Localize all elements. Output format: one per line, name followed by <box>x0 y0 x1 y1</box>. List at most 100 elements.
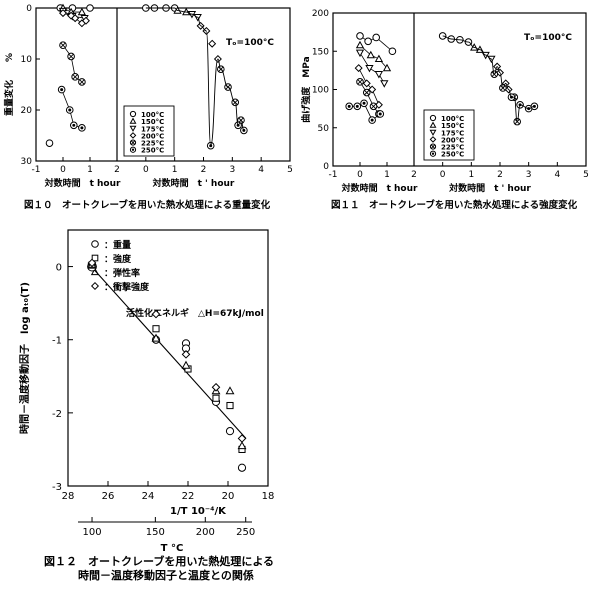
fig10-left-point-0-2 <box>86 4 94 12</box>
fig10-xtick-left-label: -1 <box>32 165 41 175</box>
fig10-left-point-5-0-dot <box>60 88 64 92</box>
fig12-activation-note: 活性化エネルギ △H=67kJ/mol <box>126 307 264 319</box>
fig11-ylabel: 曲げ強度 MPa <box>300 56 312 122</box>
fig12-ylabel: 時間－温度移動因子 log aₜ₀(T) <box>18 282 31 434</box>
fig12-xtick-label: 26 <box>102 491 115 502</box>
fig10-legend-label-0: 100°C <box>141 111 164 119</box>
fig10-left-point-4-1-x2 <box>68 53 74 60</box>
fig11-xtick-left-label: 2 <box>411 170 417 180</box>
fig10-left-series-line-5 <box>61 89 83 129</box>
fig10-legend-marker-4 <box>129 139 137 146</box>
fig10-left-point-5-3 <box>78 124 86 132</box>
fig10-ytick-label: 0 <box>26 4 32 14</box>
fig12-xlabel: 1/T 10⁻⁴/K <box>170 506 227 517</box>
fig11-left-point-1-1 <box>366 50 375 59</box>
fig11-ytick-label: 50 <box>318 124 330 134</box>
fig10-xtick-right-label: 2 <box>201 165 207 175</box>
fig11-left-point-0-1 <box>364 37 372 46</box>
fig10-ytick-label: 30 <box>21 157 33 167</box>
fig12-point-0-6 <box>237 463 247 472</box>
fig10-left-point-5-2-dot <box>72 123 76 127</box>
fig10-left-point-5-0 <box>57 85 66 94</box>
fig11-legend-label-1: 150°C <box>441 122 464 130</box>
fig10-xtick-right-label: 5 <box>287 165 293 175</box>
fig11-left-point-2-3 <box>380 80 389 88</box>
fig11-legend-label-2: 175°C <box>441 129 464 137</box>
fig10-master-curve <box>145 7 245 147</box>
fig10-xtick-right-label: 0 <box>143 165 149 175</box>
fig12-xtick-label: 28 <box>62 491 75 502</box>
fig11-left-point-0-3 <box>388 47 397 56</box>
fig10-legend-marker-0 <box>129 110 137 118</box>
fig12-point-1-4 <box>226 401 234 410</box>
fig12-temp-label: T °C <box>161 543 184 554</box>
fig10-legend-label-2: 175°C <box>141 125 164 133</box>
fig11-ytick-label: 100 <box>312 86 329 96</box>
fig12-temp-tick-label: 150 <box>146 527 165 538</box>
fig12-temp-tick-label: 250 <box>236 527 255 538</box>
fig11-xtick-right-label: 2 <box>497 170 503 180</box>
fig10-xtick-left-label: 2 <box>114 165 120 175</box>
fig10-left-point-1-2 <box>77 7 87 16</box>
fig10-legend-label-3: 200°C <box>141 132 164 140</box>
fig10-left-point-4-3 <box>78 78 86 86</box>
fig10-legend-marker-1 <box>129 117 137 124</box>
fig12-ytick-label: -2 <box>52 409 62 420</box>
fig11-left-point-4-0-x2 <box>357 79 363 85</box>
fig11-legend-label-4: 225°C <box>441 144 464 152</box>
fig12-xtick-label: 22 <box>182 491 195 502</box>
fig12-legend-label-3: ：衝撃強度 <box>104 281 150 293</box>
fig11-xtick-left-label: 1 <box>384 170 390 180</box>
fig11-xtick-left-label: -1 <box>329 170 338 180</box>
fig12-caption-line1: 図１２ オートクレーブを用いた熱処理による <box>44 555 275 568</box>
fig10-left-point-4-2-x2 <box>72 74 78 80</box>
fig11-left-point-3-1 <box>362 79 371 88</box>
fig11-ytick-label: 150 <box>312 47 329 57</box>
fig11-left-point-5-3 <box>368 116 376 124</box>
fig11-xlabel-master: 対数時間 t ' hour <box>448 182 531 194</box>
fig11-master-note: Tₒ=100°C <box>524 33 572 43</box>
fig11-legend-label-5: 250°C <box>441 151 464 159</box>
fig11-ytick-label: 0 <box>323 162 329 172</box>
fig11-left-point-2-1 <box>365 64 374 73</box>
fig10-left-point-4-1 <box>67 52 75 61</box>
fig11-legend-marker-1 <box>429 121 437 128</box>
fig10-xtick-left-label: 0 <box>60 165 66 175</box>
fig12-ytick-label: 0 <box>56 263 62 274</box>
fig12-caption-line2: 時間－温度移動因子と温度との関係 <box>78 569 254 582</box>
fig11-left-series-line-3 <box>358 67 380 105</box>
fig10-legend-label-1: 150°C <box>141 118 164 126</box>
fig11-legend-label-3: 200°C <box>441 136 464 144</box>
fig10-left-point-3-2 <box>71 14 80 23</box>
fig11-left-point-4-1-x2 <box>364 89 370 96</box>
fig10-xlabel-master: 対数時間 t ' hour <box>152 177 235 189</box>
fig11-xlabel: 対数時間 t hour <box>341 182 418 194</box>
fig11-left-point-5-2-dot <box>362 101 366 105</box>
fig11-left-point-3-2 <box>368 85 377 94</box>
fig11-xtick-right-label: 5 <box>583 170 589 180</box>
fig12-point-3-4 <box>237 434 247 443</box>
fig10-legend-marker-3 <box>129 132 137 139</box>
fig10-ytick-label: 20 <box>21 106 33 116</box>
fig11-left-point-0-2 <box>372 33 381 42</box>
fig10-master-note: Tₒ=100°C <box>226 38 274 48</box>
fig12-point-3-1 <box>151 309 161 319</box>
fig12-point-2-2 <box>181 360 191 369</box>
fig12-ytick-label: -3 <box>52 482 62 493</box>
fig11-legend-marker-5 <box>429 150 437 157</box>
fig11-left-point-4-1 <box>362 88 371 97</box>
fig10-xtick-right-label: 1 <box>172 165 178 175</box>
fig10-legend-marker-5-dot <box>131 148 135 151</box>
fig10-legend-marker-5 <box>129 146 137 153</box>
fig10-left-point-3-1 <box>67 11 76 20</box>
fig11-left-point-2-0 <box>355 49 365 58</box>
fig12-point-2-5 <box>237 441 247 450</box>
fig11-xtick-left-label: 0 <box>357 170 363 180</box>
fig11-left-point-1-3 <box>382 63 392 72</box>
fig10-legend-marker-2 <box>129 125 137 132</box>
fig12-point-2-4 <box>225 386 235 395</box>
fig12-point-3-3 <box>211 382 221 392</box>
fig10-ylabel: 重量変化 % <box>3 53 15 116</box>
fig11-ytick-label: 200 <box>312 9 329 19</box>
